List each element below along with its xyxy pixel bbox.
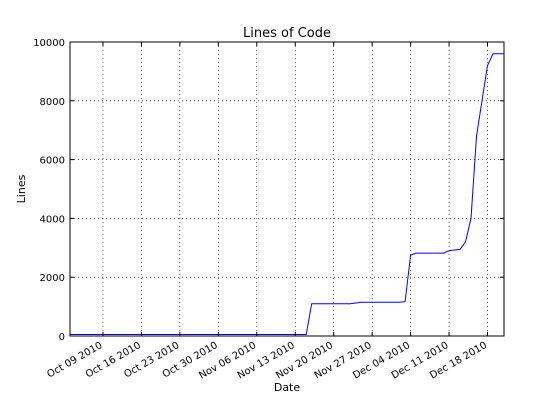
chart-title: Lines of Code — [243, 26, 331, 41]
y-tick-label: 6000 — [40, 156, 65, 167]
plot-frame — [69, 41, 505, 337]
y-tick-label: 0 — [59, 332, 65, 343]
y-tick-label: 8000 — [40, 97, 65, 108]
x-axis-label: Date — [274, 381, 301, 394]
series-line — [70, 53, 504, 335]
series-group — [70, 53, 504, 335]
y-tick-label: 2000 — [40, 273, 65, 284]
grid-lines — [70, 41, 504, 337]
y-tick-label: 10000 — [33, 38, 65, 49]
y-axis-label: Lines — [15, 174, 28, 203]
y-tick-label: 4000 — [40, 214, 65, 225]
